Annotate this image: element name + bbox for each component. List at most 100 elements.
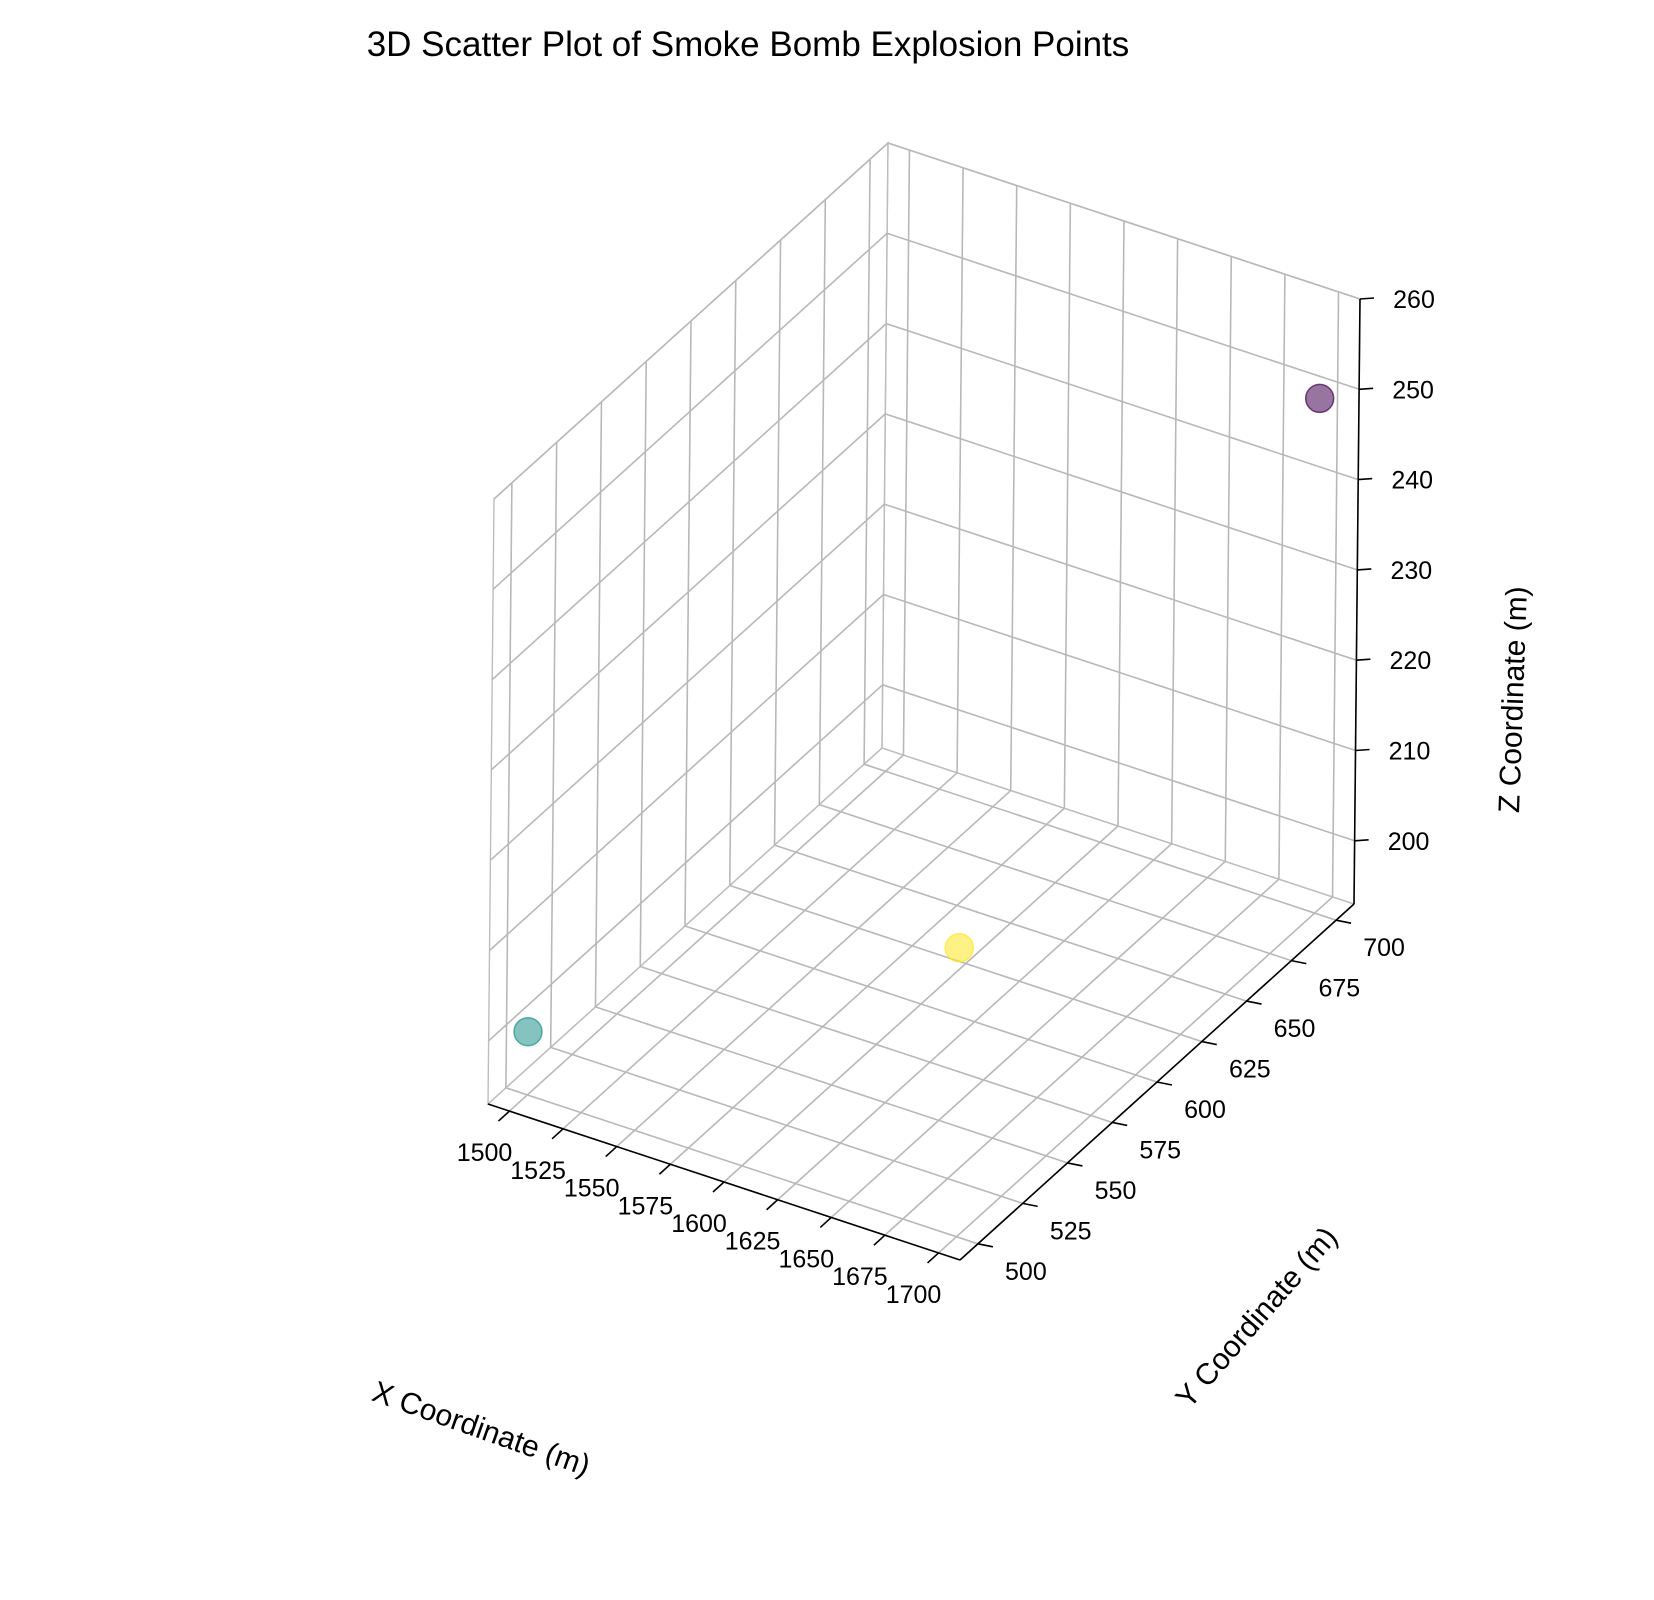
x-gridline-back: [1117, 220, 1125, 827]
x-tick-label: 1650: [778, 1246, 834, 1274]
z-gridline-back: [884, 503, 1357, 661]
x-tick-label: 1600: [671, 1210, 727, 1238]
x-tick-mark: [819, 1216, 832, 1229]
z-gridline-back: [883, 593, 1356, 752]
y-gridline-left: [728, 280, 737, 886]
x-gridline-back: [1224, 256, 1233, 862]
x-gridline-back: [1331, 291, 1340, 897]
z-tick-label: 230: [1390, 557, 1432, 585]
x-gridline-back: [956, 167, 964, 773]
x-tick-mark: [712, 1181, 725, 1193]
data-point-group: [513, 383, 1335, 1047]
y-gridline-floor: [595, 1006, 1068, 1164]
z-tick-label: 250: [1392, 376, 1434, 404]
z-tick-mark: [1357, 568, 1372, 571]
x-gridline-back: [1278, 274, 1286, 880]
x-gridline-back: [1009, 185, 1018, 791]
z-gridline-back: [885, 322, 1359, 481]
x-tick-mark: [497, 1110, 510, 1122]
y-gridline-floor: [639, 965, 1113, 1124]
data-point: [1304, 383, 1335, 414]
y-tick-mark: [1156, 1081, 1173, 1086]
y-gridline-left: [505, 482, 513, 1088]
x-tick-mark: [605, 1145, 618, 1158]
y-tick-mark: [1246, 1000, 1262, 1005]
y-tick-label: 675: [1318, 975, 1360, 1003]
x-tick-label: 1675: [832, 1263, 888, 1291]
x-tick-mark: [766, 1199, 779, 1211]
x-gridline-back: [1170, 238, 1179, 844]
x-tick-mark: [658, 1163, 671, 1175]
y-tick-mark: [1022, 1202, 1038, 1208]
y-axis-label: Y Coordinate (m): [1170, 1221, 1344, 1415]
data-point: [944, 933, 975, 963]
y-tick-label: 525: [1050, 1217, 1092, 1245]
z-gridline-back: [887, 142, 1361, 300]
z-gridline-back: [885, 413, 1358, 571]
y-gridline-floor: [550, 1046, 1023, 1205]
z-gridline-left: [490, 413, 886, 771]
y-tick-label: 600: [1184, 1096, 1226, 1124]
chart-title: 3D Scatter Plot of Smoke Bomb Explosion …: [367, 25, 1130, 64]
x-gridline-back: [902, 150, 911, 756]
y-gridline-floor: [774, 844, 1247, 1002]
z-gridline-left: [492, 232, 888, 590]
y-tick-mark: [977, 1243, 994, 1248]
y-tick-label: 575: [1139, 1137, 1181, 1165]
z-tick-label: 200: [1388, 828, 1430, 856]
z-tick-label: 240: [1391, 467, 1433, 495]
z-tick-mark: [1354, 838, 1369, 842]
y-gridline-left: [863, 159, 871, 765]
z-tick-label: 220: [1390, 647, 1432, 675]
x-tick-label: 1525: [510, 1157, 566, 1185]
z-gridline-left: [488, 593, 885, 952]
y-gridline-left: [549, 442, 558, 1048]
z-tick-mark: [1359, 297, 1375, 300]
z-tick-mark: [1355, 748, 1370, 752]
y-gridline-left: [594, 401, 603, 1007]
y-tick-label: 500: [1005, 1258, 1047, 1286]
y-gridline-left: [639, 361, 648, 967]
x-tick-label: 1625: [725, 1228, 781, 1256]
x-axis-label: X Coordinate (m): [368, 1375, 594, 1482]
y-gridline-floor: [729, 884, 1203, 1043]
y-tick-label: 650: [1274, 1015, 1316, 1043]
y-tick-label: 550: [1095, 1177, 1137, 1205]
z-tick-mark: [1359, 387, 1374, 391]
y-tick-label: 700: [1363, 934, 1405, 962]
y-gridline-left: [818, 199, 827, 805]
y-gridline-floor: [863, 763, 1337, 921]
z-gridline-left: [488, 684, 884, 1042]
pane-group: [486, 141, 1361, 1261]
x-tick-mark: [927, 1252, 940, 1264]
x-tick-mark: [873, 1234, 886, 1246]
x-tick-label: 1575: [618, 1192, 674, 1220]
data-point: [513, 1016, 543, 1047]
y-tick-mark: [1201, 1040, 1217, 1046]
x-tick-mark: [551, 1128, 564, 1140]
z-tick-label: 210: [1389, 738, 1431, 766]
y-gridline-floor: [819, 803, 1292, 962]
x-tick-label: 1550: [564, 1175, 620, 1203]
z-gridline-left: [489, 503, 885, 861]
y-tick-mark: [1335, 919, 1352, 924]
z-tick-label: 260: [1393, 286, 1435, 314]
z-axis-label: Z Coordinate (m): [1493, 586, 1534, 814]
z-gridline-back: [882, 684, 1355, 842]
y-gridline-floor: [684, 925, 1158, 1083]
y-tick-mark: [1112, 1121, 1128, 1127]
y-tick-label: 625: [1229, 1056, 1271, 1084]
y-tick-mark: [1067, 1162, 1083, 1167]
y-gridline-floor: [505, 1087, 979, 1245]
z-gridline-left: [493, 142, 889, 500]
x-tick-label: 1500: [457, 1139, 513, 1167]
y-gridline-left: [773, 240, 782, 846]
axis-group: 1500152515501575160016251650167517005005…: [457, 286, 1435, 1309]
z-axis-line: [1353, 298, 1361, 905]
gridline-group: [488, 142, 1361, 1254]
y-tick-mark: [1291, 959, 1307, 965]
z-tick-mark: [1356, 658, 1371, 661]
z-tick-mark: [1358, 477, 1373, 481]
